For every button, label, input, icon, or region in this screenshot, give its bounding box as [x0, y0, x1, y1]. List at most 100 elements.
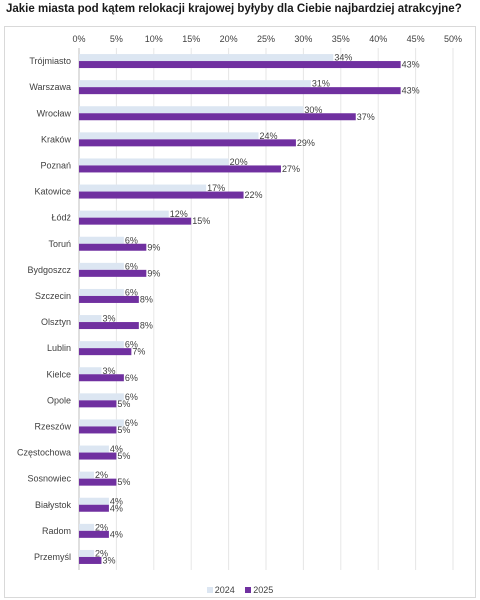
- chart-frame: [4, 26, 476, 598]
- x-tick-label: 50%: [444, 34, 462, 44]
- category-label: Wrocław: [37, 108, 72, 118]
- category-label: Sosnowiec: [27, 474, 71, 484]
- data-label-2025: 3%: [102, 555, 115, 565]
- bar-2024: [79, 497, 109, 505]
- bar-2025: [79, 113, 356, 121]
- category-label: Bydgoszcz: [27, 265, 71, 275]
- bar-2025: [79, 374, 124, 382]
- bar-2024: [79, 393, 124, 401]
- x-tick-label: 30%: [294, 34, 312, 44]
- bar-2025: [79, 348, 132, 356]
- data-label-2024: 20%: [230, 157, 248, 167]
- bar-2024: [79, 80, 311, 88]
- category-label: Radom: [42, 526, 71, 536]
- bar-2024: [79, 158, 229, 166]
- data-label-2025: 4%: [110, 529, 123, 539]
- x-tick-label: 15%: [182, 34, 200, 44]
- data-label-2024: 2%: [95, 470, 108, 480]
- bar-2024: [79, 445, 109, 453]
- category-label: Szczecin: [35, 291, 71, 301]
- data-label-2025: 37%: [357, 112, 375, 122]
- data-label-2024: 4%: [110, 444, 123, 454]
- bar-2024: [79, 236, 124, 244]
- chart-title: Jakie miasta pod kątem relokacji krajowe…: [6, 3, 462, 15]
- bar-2025: [79, 87, 401, 95]
- bar-2024: [79, 106, 304, 114]
- x-tick-label: 40%: [369, 34, 387, 44]
- legend-swatch-2025: [245, 587, 252, 593]
- bar-2024: [79, 54, 334, 62]
- data-label-2025: 6%: [125, 373, 138, 383]
- x-tick-label: 20%: [220, 34, 238, 44]
- x-tick-label: 5%: [110, 34, 123, 44]
- bar-2025: [79, 243, 147, 251]
- bar-2024: [79, 549, 94, 557]
- data-label-2024: 17%: [207, 183, 225, 193]
- category-label: Białystok: [35, 500, 72, 510]
- data-label-2025: 9%: [147, 268, 160, 278]
- data-label-2024: 3%: [102, 366, 115, 376]
- chart-legend: 2024 2025: [0, 585, 480, 595]
- category-label: Kraków: [41, 134, 72, 144]
- bar-2025: [79, 295, 139, 303]
- bar-2025: [79, 400, 117, 408]
- data-label-2025: 8%: [140, 294, 153, 304]
- data-label-2025: 5%: [117, 451, 130, 461]
- category-label: Warszawa: [29, 82, 71, 92]
- x-tick-label: 35%: [332, 34, 350, 44]
- bar-2025: [79, 530, 109, 538]
- bar-2024: [79, 341, 124, 349]
- data-label-2025: 5%: [117, 425, 130, 435]
- bar-2024: [79, 210, 169, 218]
- bar-2025: [79, 61, 401, 69]
- data-label-2025: 15%: [192, 216, 210, 226]
- category-label: Poznań: [40, 160, 71, 170]
- bar-2025: [79, 478, 117, 486]
- data-label-2024: 6%: [125, 392, 138, 402]
- legend-item-2024: 2024: [206, 585, 235, 595]
- category-label: Kielce: [46, 369, 71, 379]
- data-label-2024: 2%: [95, 522, 108, 532]
- data-label-2024: 12%: [170, 209, 188, 219]
- data-label-2024: 6%: [125, 340, 138, 350]
- data-label-2024: 6%: [125, 418, 138, 428]
- category-label: Katowice: [34, 187, 71, 197]
- bar-2025: [79, 322, 139, 330]
- data-label-2024: 30%: [304, 105, 322, 115]
- data-label-2024: 6%: [125, 235, 138, 245]
- category-label: Opole: [47, 395, 71, 405]
- bar-2025: [79, 426, 117, 434]
- data-label-2024: 2%: [95, 548, 108, 558]
- bar-2025: [79, 452, 117, 460]
- category-label: Lublin: [47, 343, 71, 353]
- data-label-2025: 27%: [282, 164, 300, 174]
- data-label-2024: 6%: [125, 287, 138, 297]
- data-label-2024: 6%: [125, 261, 138, 271]
- category-label: Łódź: [51, 213, 71, 223]
- legend-label-2025: 2025: [253, 585, 274, 595]
- data-label-2025: 29%: [297, 138, 315, 148]
- category-label: Trójmiasto: [29, 56, 71, 66]
- bar-2025: [79, 269, 147, 277]
- x-tick-label: 10%: [145, 34, 163, 44]
- data-label-2025: 8%: [140, 321, 153, 331]
- legend-swatch-2024: [206, 587, 213, 593]
- bar-2025: [79, 139, 296, 147]
- data-label-2025: 7%: [132, 347, 145, 357]
- bar-2025: [79, 504, 109, 512]
- bar-2024: [79, 315, 102, 323]
- x-tick-label: 45%: [407, 34, 425, 44]
- bar-2024: [79, 132, 259, 140]
- category-label: Olsztyn: [41, 317, 71, 327]
- legend-label-2024: 2024: [214, 585, 235, 595]
- data-label-2025: 9%: [147, 242, 160, 252]
- data-label-2024: 3%: [102, 314, 115, 324]
- bar-2024: [79, 262, 124, 270]
- data-label-2025: 5%: [117, 477, 130, 487]
- x-tick-label: 0%: [72, 34, 85, 44]
- x-tick-label: 25%: [257, 34, 275, 44]
- bar-2024: [79, 184, 207, 192]
- bar-2025: [79, 191, 244, 199]
- bar-2025: [79, 165, 281, 173]
